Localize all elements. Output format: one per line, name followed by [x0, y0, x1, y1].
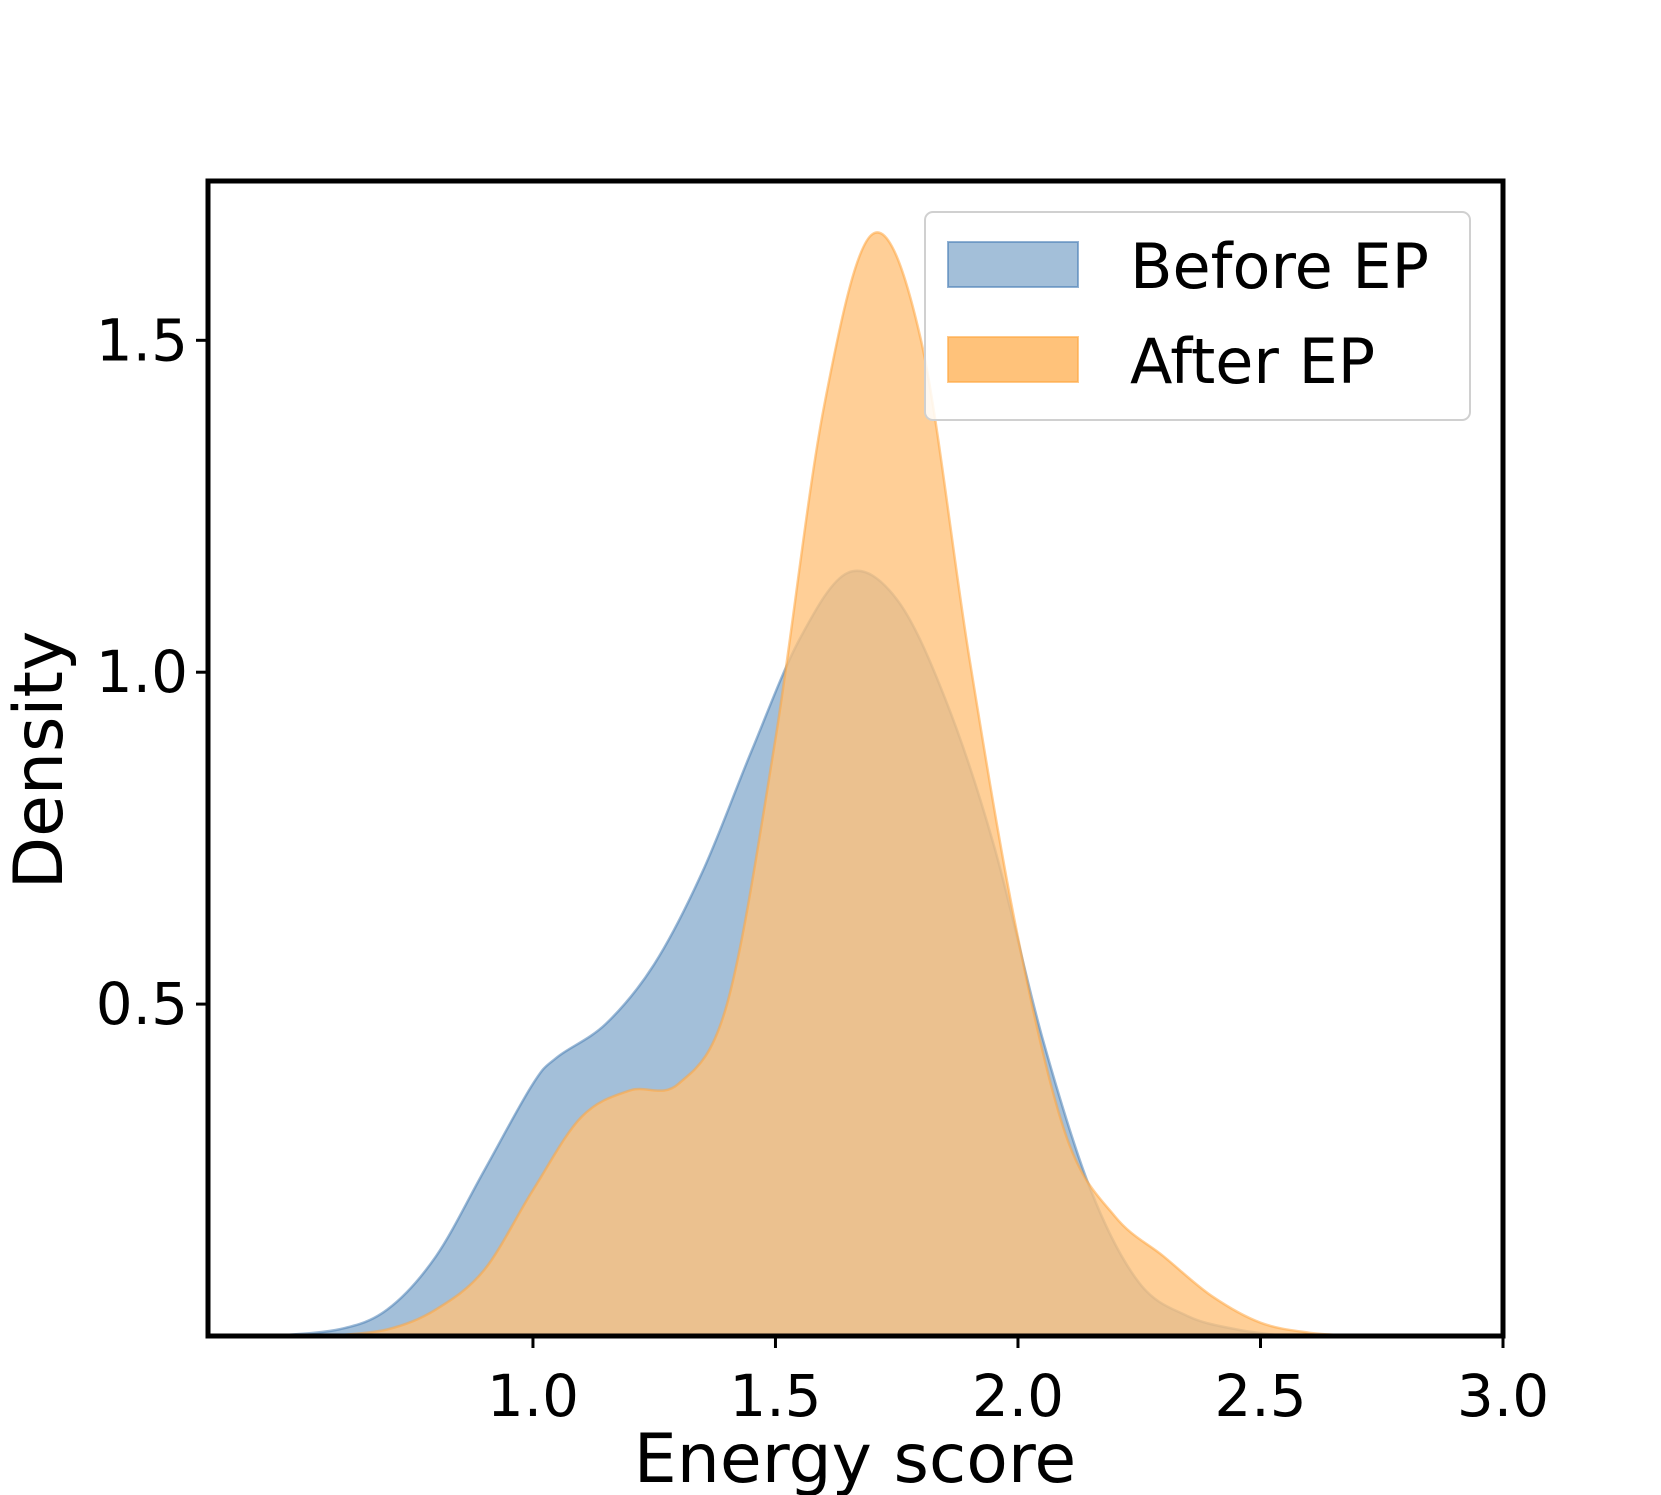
y-tick-label: 1.0 [96, 638, 188, 706]
line-after-ep [329, 231, 1358, 1336]
legend-swatch-before-ep [947, 241, 1079, 288]
y-tick-label: 0.5 [96, 970, 188, 1038]
x-tick-label: 3.0 [1457, 1362, 1549, 1430]
y-axis-ticks: 0.5 1.0 1.5 [96, 306, 208, 1038]
x-axis-label: Energy score [634, 1420, 1076, 1495]
x-tick-label: 1.5 [729, 1362, 821, 1430]
series-layer [270, 231, 1358, 1336]
plot-frame [205, 178, 1506, 1339]
area-after-ep [329, 232, 1358, 1336]
y-tick-label: 1.5 [96, 306, 188, 374]
x-tick-label: 2.0 [972, 1362, 1064, 1430]
x-tick-label: 1.0 [487, 1362, 579, 1430]
x-tick-label: 2.5 [1214, 1362, 1306, 1430]
legend-label-before-ep: Before EP [1130, 230, 1429, 303]
legend: Before EP After EP [924, 211, 1471, 421]
legend-swatch-after-ep [947, 336, 1079, 383]
y-axis-label: Density [0, 631, 79, 890]
x-axis-ticks: 1.0 1.5 2.0 2.5 3.0 [487, 1336, 1549, 1430]
legend-label-after-ep: After EP [1130, 325, 1375, 398]
